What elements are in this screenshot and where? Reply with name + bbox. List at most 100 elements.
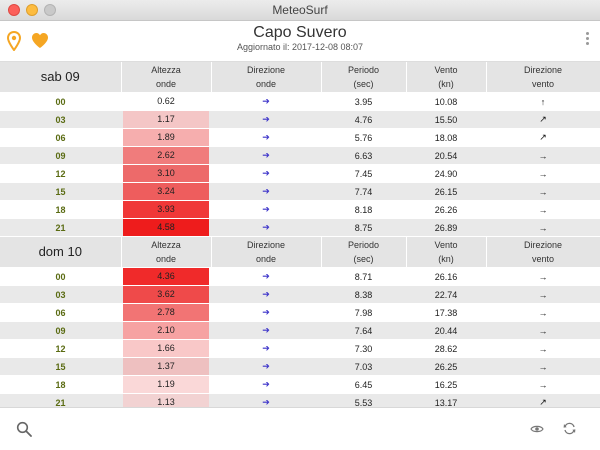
wave-height-cell: 3.93	[121, 200, 211, 219]
wind-direction-cell: →	[486, 164, 600, 183]
wave-direction-cell: ➔	[211, 182, 321, 201]
refresh-icon[interactable]	[563, 422, 576, 435]
period-header: Periodo (sec)	[321, 236, 407, 268]
wave-direction-arrow-icon: ➔	[262, 307, 270, 317]
wave-direction-arrow-icon: ➔	[262, 397, 270, 407]
wave-direction-arrow-icon: ➔	[262, 168, 270, 178]
wave-direction-arrow-icon: ➔	[262, 204, 270, 214]
wind-direction-cell: →	[486, 200, 600, 219]
hour-cell: 21	[0, 393, 121, 407]
zoom-window-button[interactable]	[44, 4, 56, 16]
wind-direction-arrow-icon: →	[538, 325, 548, 336]
hour-cell: 06	[0, 128, 121, 147]
wave-height-cell: 2.10	[121, 321, 211, 340]
wind-direction-arrow-icon: →	[538, 168, 548, 179]
wind-direction-arrow-icon: →	[538, 271, 548, 282]
wind-direction-arrow-icon: ↗	[539, 114, 547, 124]
forecast-row: 09 2.10 ➔ 7.64 20.44 →	[0, 321, 600, 340]
wind-direction-arrow-icon: →	[538, 361, 548, 372]
wind-cell: 13.17	[406, 393, 486, 407]
wind-cell: 26.16	[406, 267, 486, 286]
wave-direction-cell: ➔	[211, 92, 321, 111]
period-cell: 7.64	[321, 321, 406, 340]
wave-direction-cell: ➔	[211, 164, 321, 183]
wave-height-cell: 3.62	[121, 285, 211, 304]
wind-header: Vento (kn)	[406, 62, 487, 93]
hour-cell: 00	[0, 267, 121, 286]
wave-direction-cell: ➔	[211, 285, 321, 304]
wind-direction-header: Direzione vento	[486, 62, 600, 93]
eye-icon[interactable]	[530, 424, 544, 434]
wave-height-cell: 3.24	[121, 182, 211, 201]
wave-direction-arrow-icon: ➔	[262, 96, 270, 106]
forecast-row: 15 3.24 ➔ 7.74 26.15 →	[0, 182, 600, 201]
wave-height-value: 3.93	[123, 201, 209, 218]
location-title: Capo Suvero	[253, 24, 347, 41]
wind-direction-arrow-icon: →	[538, 379, 548, 390]
wind-direction-cell: →	[486, 182, 600, 201]
wind-direction-arrow-icon: →	[538, 289, 548, 300]
wave-height-value: 2.10	[123, 322, 209, 339]
wave-direction-cell: ➔	[211, 267, 321, 286]
wind-direction-cell: →	[486, 267, 600, 286]
wave-direction-header: Direzione onde	[211, 236, 322, 268]
more-vertical-icon[interactable]	[586, 32, 590, 48]
day-header-row: dom 10 Altezza onde Direzione onde Periodo …	[0, 236, 600, 268]
wind-direction-arrow-icon: ↗	[539, 397, 547, 407]
wind-cell: 16.25	[406, 375, 486, 394]
wave-direction-cell: ➔	[211, 339, 321, 358]
wind-direction-arrow-icon: →	[538, 204, 548, 215]
wave-direction-cell: ➔	[211, 218, 321, 237]
wave-direction-arrow-icon: ➔	[262, 361, 270, 371]
wave-direction-cell: ➔	[211, 146, 321, 165]
period-cell: 5.76	[321, 128, 406, 147]
wave-height-cell: 1.17	[121, 110, 211, 129]
forecast-row: 18 1.19 ➔ 6.45 16.25 →	[0, 375, 600, 394]
forecast-table-area[interactable]: sab 09 Altezza onde Direzione onde Periodo …	[0, 62, 600, 407]
forecast-row: 03 1.17 ➔ 4.76 15.50 ↗	[0, 110, 600, 129]
wind-cell: 26.26	[406, 200, 486, 219]
period-cell: 7.03	[321, 357, 406, 376]
minimize-window-button[interactable]	[26, 4, 38, 16]
wave-direction-arrow-icon: ➔	[262, 271, 270, 281]
hour-cell: 18	[0, 375, 121, 394]
day-header-row: sab 09 Altezza onde Direzione onde Periodo …	[0, 62, 600, 93]
period-cell: 8.71	[321, 267, 406, 286]
title-bar[interactable]: MeteoSurf	[0, 0, 600, 21]
window-title: MeteoSurf	[272, 3, 328, 17]
wind-cell: 17.38	[406, 303, 486, 322]
search-icon[interactable]	[16, 421, 32, 437]
day-label: sab 09	[0, 62, 122, 93]
wind-direction-cell: ↗	[486, 128, 600, 147]
wind-cell: 18.08	[406, 128, 486, 147]
wind-cell: 26.15	[406, 182, 486, 201]
wave-height-value: 1.17	[123, 111, 209, 128]
wave-height-value: 3.24	[123, 183, 209, 200]
wind-direction-header: Direzione vento	[486, 236, 600, 268]
period-cell: 7.74	[321, 182, 406, 201]
wave-direction-arrow-icon: ➔	[262, 132, 270, 142]
day-label: dom 10	[0, 236, 122, 268]
wind-header: Vento (kn)	[406, 236, 487, 268]
map-pin-icon[interactable]	[7, 31, 21, 51]
heart-icon[interactable]	[31, 32, 49, 49]
wind-direction-arrow-icon: →	[538, 307, 548, 318]
period-cell: 6.45	[321, 375, 406, 394]
wave-height-value: 4.36	[123, 268, 209, 285]
hour-cell: 00	[0, 92, 121, 111]
wave-direction-arrow-icon: ➔	[262, 186, 270, 196]
hour-cell: 21	[0, 218, 121, 237]
wind-direction-arrow-icon: →	[538, 186, 548, 197]
forecast-row: 00 0.62 ➔ 3.95 10.08 ↑	[0, 92, 600, 111]
wind-direction-cell: →	[486, 218, 600, 237]
wind-direction-cell: →	[486, 339, 600, 358]
period-cell: 8.18	[321, 200, 406, 219]
wave-direction-arrow-icon: ➔	[262, 379, 270, 389]
wind-cell: 20.54	[406, 146, 486, 165]
close-window-button[interactable]	[8, 4, 20, 16]
hour-cell: 15	[0, 182, 121, 201]
wind-direction-arrow-icon: →	[538, 222, 548, 233]
period-cell: 8.38	[321, 285, 406, 304]
wind-cell: 24.90	[406, 164, 486, 183]
period-cell: 7.98	[321, 303, 406, 322]
